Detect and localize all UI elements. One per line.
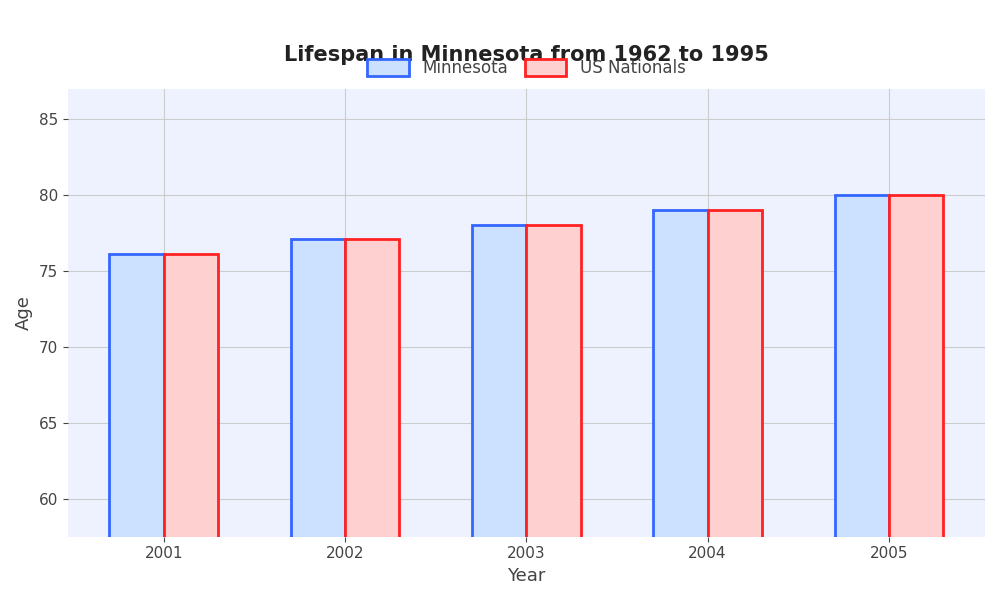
Bar (345, 239, 399, 600)
Bar (889, 195, 943, 600)
X-axis label: Year: Year (507, 567, 546, 585)
Bar (653, 210, 708, 600)
Bar (526, 226, 581, 600)
Bar (109, 254, 164, 600)
Bar (472, 226, 526, 600)
Y-axis label: Age: Age (15, 295, 33, 330)
Bar (164, 254, 218, 600)
Bar (291, 239, 345, 600)
Bar (708, 210, 762, 600)
Title: Lifespan in Minnesota from 1962 to 1995: Lifespan in Minnesota from 1962 to 1995 (284, 45, 769, 65)
Bar (835, 195, 889, 600)
Legend: Minnesota, US Nationals: Minnesota, US Nationals (361, 52, 692, 84)
